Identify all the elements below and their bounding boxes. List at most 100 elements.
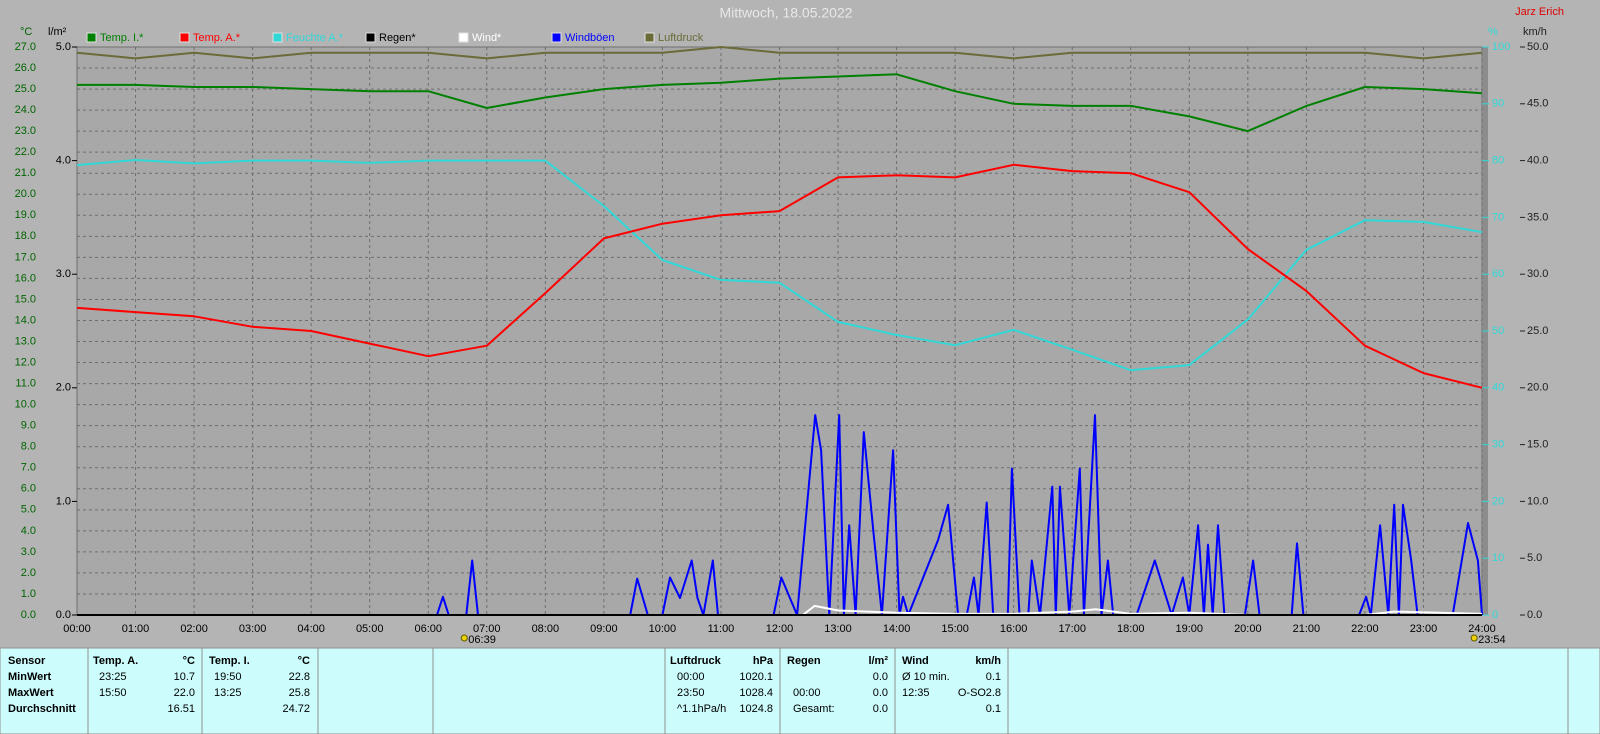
y-tick-label: 0.0: [21, 609, 36, 621]
y-tick-label: 10.0: [15, 399, 36, 411]
y-tick-label: 70: [1492, 211, 1504, 223]
legend-label: Temp. A.*: [193, 32, 241, 44]
y-tick-label: 22.0: [15, 146, 36, 158]
y-tick-label: 5.0: [21, 504, 36, 516]
y-tick-label: 13.0: [15, 335, 36, 347]
table-cell: MinWert: [8, 671, 52, 683]
table-header: km/h: [975, 655, 1001, 667]
legend-label: Wind*: [472, 32, 502, 44]
y-tick-label: 0.0: [56, 609, 71, 621]
table-header: l/m²: [868, 655, 888, 667]
x-tick-label: 03:00: [239, 623, 267, 635]
legend-swatch: [551, 32, 562, 43]
x-tick-label: 15:00: [941, 623, 969, 635]
sun-icon: [1470, 634, 1478, 642]
table-header: hPa: [753, 655, 774, 667]
y-tick-label: 30.0: [1527, 268, 1548, 280]
y-tick-label: 50.0: [1527, 41, 1548, 53]
x-tick-label: 24:00: [1468, 623, 1496, 635]
y-tick-label: 27.0: [15, 41, 36, 53]
table-cell: 25.8: [289, 687, 310, 699]
y-tick-label: 11.0: [15, 377, 36, 389]
table-header: Sensor: [8, 655, 46, 667]
y-tick-label: 15.0: [1527, 439, 1548, 451]
table-cell: 12:35: [902, 687, 930, 699]
sun-icon: [460, 634, 468, 642]
table-cell: ^1.1hPa/h: [677, 703, 726, 715]
y-tick-label: 2.0: [56, 382, 71, 394]
x-tick-label: 22:00: [1351, 623, 1379, 635]
y-tick-label: 20.0: [15, 188, 36, 200]
legend-swatch: [86, 32, 97, 43]
y-tick-label: 25.0: [1527, 325, 1548, 337]
x-tick-label: 17:00: [1058, 623, 1086, 635]
x-tick-label: 19:00: [1176, 623, 1204, 635]
table-cell: Gesamt:: [793, 703, 835, 715]
x-tick-label: 07:00: [473, 623, 501, 635]
x-tick-label: 14:00: [883, 623, 911, 635]
legend-swatch: [458, 32, 469, 43]
legend-swatch: [365, 32, 376, 43]
y-tick-label: 6.0: [21, 483, 36, 495]
table-cell: 13:25: [214, 687, 242, 699]
series-line: [76, 159, 1483, 372]
y-tick-label: 20: [1492, 495, 1504, 507]
x-tick-label: 01:00: [122, 623, 150, 635]
y-tick-label: 60: [1492, 268, 1504, 280]
legend-swatch: [179, 32, 190, 43]
legend-label: Temp. I.*: [100, 32, 144, 44]
table-cell: 0.1: [986, 671, 1001, 683]
x-tick-label: 20:00: [1234, 623, 1262, 635]
table-cell: 0.1: [986, 703, 1001, 715]
table-cell: 23:25: [99, 671, 127, 683]
y-tick-label: 12.0: [15, 356, 36, 368]
y-tick-label: 19.0: [15, 209, 36, 221]
legend-swatch: [272, 32, 283, 43]
series-line: [76, 46, 1483, 60]
table-header: °C: [298, 655, 310, 667]
y-tick-label: 14.0: [15, 314, 36, 326]
y-tick-label: 25.0: [15, 83, 36, 95]
y-tick-label: 24.0: [15, 104, 36, 116]
humidity-axis-title: %: [1488, 26, 1498, 38]
table-header: Regen: [787, 655, 821, 667]
wind-axis-title: km/h: [1523, 26, 1547, 38]
table-cell: 15:50: [99, 687, 127, 699]
y-tick-label: 8.0: [21, 441, 36, 453]
series-line: [76, 163, 1483, 389]
x-tick-label: 02:00: [180, 623, 208, 635]
x-tick-label: 21:00: [1293, 623, 1321, 635]
table-cell: 00:00: [677, 671, 705, 683]
y-tick-label: 0.0: [1527, 609, 1542, 621]
y-tick-label: 80: [1492, 155, 1504, 167]
table-header: Temp. I.: [209, 655, 250, 667]
table-cell: 0.0: [873, 671, 888, 683]
x-tick-label: 00:00: [63, 623, 91, 635]
y-tick-label: 5.0: [1527, 552, 1542, 564]
rain-axis-title: l/m²: [48, 26, 67, 38]
x-tick-label: 23:00: [1410, 623, 1438, 635]
legend-label: Feuchte A.*: [286, 32, 344, 44]
table-cell: MaxWert: [8, 687, 54, 699]
annotation: 06:39: [468, 634, 496, 646]
table-cell: 24.72: [282, 703, 310, 715]
y-tick-label: 1.0: [56, 495, 71, 507]
x-tick-label: 13:00: [824, 623, 852, 635]
y-tick-label: 21.0: [15, 167, 36, 179]
x-tick-label: 04:00: [297, 623, 325, 635]
x-tick-label: 08:00: [532, 623, 560, 635]
series-line: [77, 73, 1483, 133]
table-cell: 1028.4: [739, 687, 773, 699]
chart-title: Mittwoch, 18.05.2022: [719, 5, 852, 21]
table-header: Luftdruck: [670, 655, 722, 667]
table-cell: 0.0: [873, 687, 888, 699]
y-tick-label: 18.0: [15, 230, 36, 242]
x-tick-label: 09:00: [590, 623, 618, 635]
table-cell: 0.0: [873, 703, 888, 715]
y-tick-label: 16.0: [15, 272, 36, 284]
table-cell: 10.7: [174, 671, 195, 683]
y-tick-label: 3.0: [56, 268, 71, 280]
table-cell: 22.8: [289, 671, 310, 683]
